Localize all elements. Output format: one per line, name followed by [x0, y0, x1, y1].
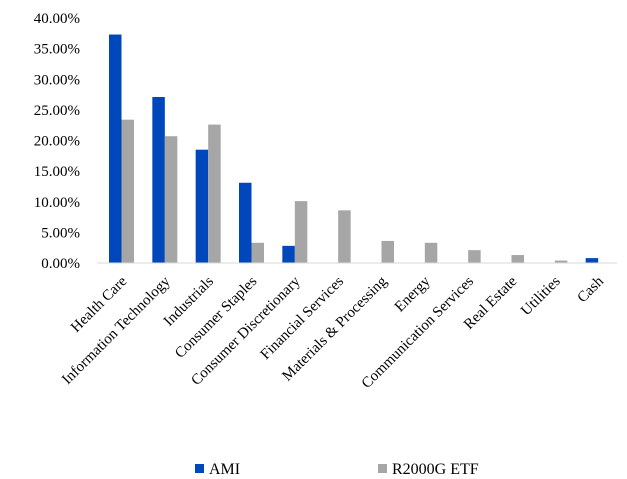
legend-label: R2000G ETF	[392, 461, 479, 478]
bar-r2000g-etf-communication-services	[468, 250, 481, 263]
bar-r2000g-etf-information-technology	[164, 136, 178, 263]
y-tick-label: 5.00%	[41, 225, 80, 241]
y-tick-label: 30.00%	[34, 72, 80, 88]
bar-ami-consumer-staples	[239, 182, 252, 263]
legend: AMI R2000G ETF	[195, 461, 479, 478]
y-tick-label: 10.00%	[34, 195, 80, 211]
bar-r2000g-etf-materials-processing	[381, 240, 394, 263]
y-tick-label: 40.00%	[34, 11, 80, 27]
legend-swatch	[378, 464, 387, 473]
legend-label: AMI	[209, 461, 240, 478]
x-tick-label: Energy	[392, 273, 434, 315]
bar-ami-information-technology	[152, 97, 165, 263]
bar-r2000g-etf-real-estate	[511, 255, 524, 263]
y-tick-label: 15.00%	[34, 164, 80, 180]
y-tick-label: 20.00%	[34, 134, 80, 150]
y-tick-label: 0.00%	[41, 256, 80, 272]
bar-r2000g-etf-energy	[424, 242, 438, 263]
y-tick-label: 35.00%	[34, 42, 80, 58]
bar-r2000g-etf-health-care	[121, 119, 134, 264]
bar-r2000g-etf-utilities	[554, 260, 568, 263]
bar-r2000g-etf-financial-services	[338, 210, 351, 263]
x-tick-label: Utilities	[518, 273, 564, 319]
bar-r2000g-etf-industrials	[208, 124, 221, 263]
x-tick-label: Cash	[574, 273, 607, 306]
bar-r2000g-etf-consumer-discretionary	[294, 201, 308, 263]
legend-swatch	[195, 464, 204, 473]
y-axis-ticks: 0.00% 5.00% 10.00% 15.00% 20.00% 25.00% 30.00%…	[34, 11, 80, 272]
y-tick-label: 25.00%	[34, 103, 80, 119]
bars	[109, 34, 599, 264]
bar-ami-health-care	[109, 34, 122, 263]
bar-ami-industrials	[195, 149, 209, 263]
bar-r2000g-etf-consumer-staples	[251, 242, 264, 263]
bar-ami-cash	[585, 258, 599, 263]
bar-ami-consumer-discretionary	[282, 245, 295, 263]
